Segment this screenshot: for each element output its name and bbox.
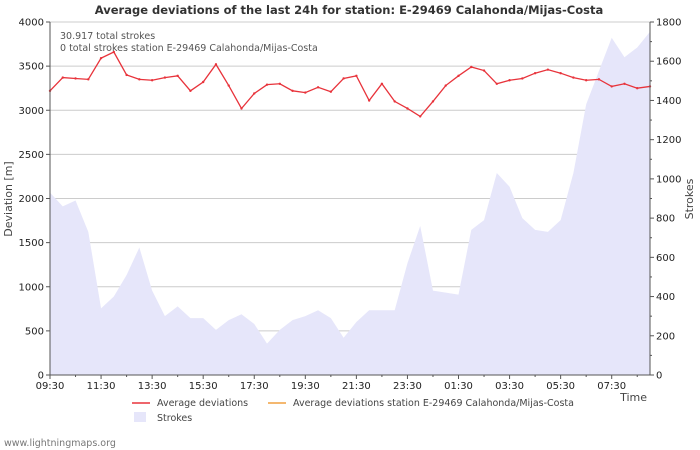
y-tick-label: 2500 [19,150,44,161]
deviation-point [584,79,588,82]
legend-label-strokes: Strokes [157,413,192,424]
deviation-point [546,68,550,71]
deviation-point [393,100,396,103]
average-deviation-line [49,51,651,118]
average-deviation-points [48,50,652,118]
x-tick-label: 09:30 [36,381,65,392]
y2-tick-label: 1200 [656,135,681,146]
chart-title: Average deviations of the last 24h for s… [95,3,603,17]
deviation-point [125,73,128,77]
y-tick-label: 3000 [19,106,44,117]
deviation-point [444,84,447,87]
x-tick-label: 03:30 [495,381,524,392]
deviation-point [508,79,511,82]
x-tick-label: 15:30 [189,381,218,392]
legend-swatch-strokes [134,412,146,422]
deviation-point [559,71,562,75]
deviation-point [214,63,218,66]
deviation-point [291,89,294,93]
y2-tick-label: 200 [656,331,675,342]
deviation-point [278,82,281,85]
deviation-point [163,76,167,79]
y2-axis-ticks: 0 200 400 600 800 1000 1200 1400 1600 1800 [650,18,681,382]
deviation-point [227,84,230,87]
deviation-point [316,86,320,89]
x-tick-label: 11:30 [87,381,116,392]
deviation-point [521,77,524,80]
deviation-point [304,91,307,94]
y-tick-label: 0 [38,371,44,382]
y-tick-label: 500 [25,326,44,337]
deviation-point [138,78,141,81]
deviation-point [74,77,77,80]
x-tick-label: 05:30 [546,381,575,392]
deviation-point [265,83,269,86]
deviation-point [482,69,486,72]
deviation-point [470,65,473,69]
credit-text: www.lightningmaps.org [4,438,116,449]
deviation-point [610,85,613,88]
deviation-point [61,76,64,79]
info-station-strokes: 0 total strokes station E-29469 Calahond… [60,43,318,54]
deviation-point [572,76,575,79]
x-tick-label: 13:30 [138,381,167,392]
x-tick-label: 07:30 [597,381,626,392]
y-tick-label: 4000 [19,18,44,29]
deviation-point [495,82,499,85]
y2-axis-label: Strokes [683,178,696,219]
y2-tick-label: 600 [656,253,675,264]
deviation-point [253,92,256,95]
strokes-area [50,31,650,376]
x-axis-label: Time [619,391,647,404]
deviation-point [380,82,384,85]
y2-tick-label: 0 [656,371,662,382]
x-tick-label: 23:30 [393,381,422,392]
deviation-point [623,82,626,85]
legend-label-average-deviations: Average deviations [157,398,248,409]
deviation-point [176,74,179,78]
y-axis-label: Deviation [m] [2,161,15,236]
info-total-strokes: 30.917 total strokes [60,31,155,42]
legend: Average deviations Average deviations st… [132,398,574,424]
deviation-point [533,71,537,75]
deviation-point [189,89,192,93]
x-tick-label: 21:30 [342,381,371,392]
deviation-point [329,90,333,93]
y2-tick-label: 400 [656,292,675,303]
deviation-point [112,50,116,54]
y-tick-label: 3500 [19,62,44,73]
deviation-point [431,100,435,103]
deviation-point [240,107,243,110]
y-axis-ticks: 0 500 1000 1500 2000 2500 3000 3500 4000 [19,18,50,382]
deviation-point [457,74,460,78]
deviation-point [150,79,154,82]
y-tick-label: 1500 [19,238,44,249]
deviation-point [342,77,345,80]
y-tick-label: 2000 [19,194,44,205]
y2-tick-label: 1800 [656,18,681,29]
y2-tick-label: 800 [656,214,675,225]
deviation-point [406,107,409,110]
deviation-point [597,78,601,81]
deviation-point [355,74,358,78]
deviation-point [367,99,371,102]
deviation-point [87,78,90,81]
legend-label-station-deviations: Average deviations station E-29469 Calah… [293,398,574,409]
y-tick-label: 1000 [19,282,44,293]
x-axis-ticks: 09:30 11:30 13:30 15:30 17:30 19:30 21:30 23:30… [36,375,638,392]
deviation-point [636,86,639,90]
deviation-point [99,56,103,60]
y2-tick-label: 1400 [656,96,681,107]
y2-tick-label: 1000 [656,174,681,185]
x-tick-label: 17:30 [240,381,269,392]
deviation-point [419,115,422,118]
x-tick-label: 01:30 [444,381,473,392]
y2-tick-label: 1600 [656,57,681,68]
x-tick-label: 19:30 [291,381,320,392]
deviation-point [201,80,205,84]
